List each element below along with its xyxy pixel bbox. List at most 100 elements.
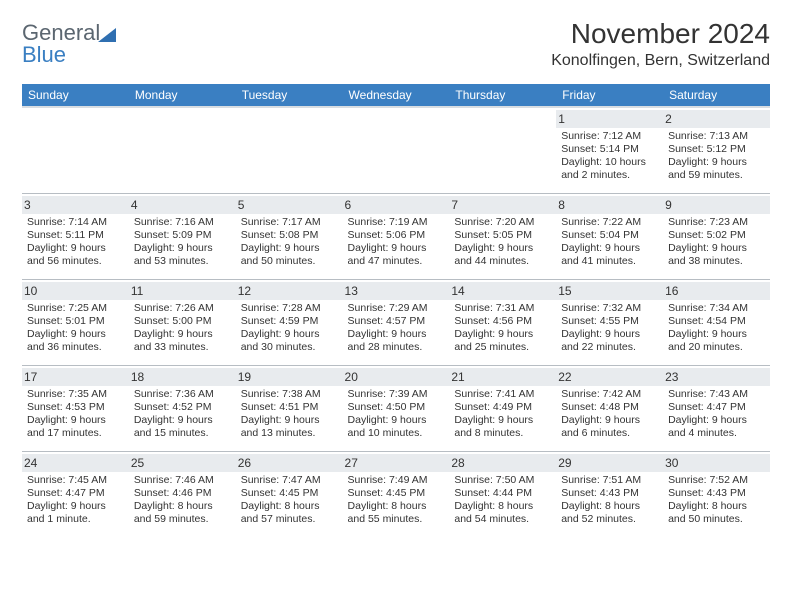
day-number: 18 xyxy=(129,368,236,386)
day-info: Sunrise: 7:12 AMSunset: 5:14 PMDaylight:… xyxy=(561,130,658,183)
day-number: 25 xyxy=(129,454,236,472)
sunset-text: Sunset: 4:47 PM xyxy=(668,401,765,414)
day1-text: Daylight: 9 hours xyxy=(348,242,445,255)
day-info: Sunrise: 7:34 AMSunset: 4:54 PMDaylight:… xyxy=(668,302,765,355)
sunset-text: Sunset: 4:47 PM xyxy=(27,487,124,500)
day-cell: 25Sunrise: 7:46 AMSunset: 4:46 PMDayligh… xyxy=(129,451,236,537)
header: General Blue November 2024 Konolfingen, … xyxy=(22,18,770,70)
day-cell: 13Sunrise: 7:29 AMSunset: 4:57 PMDayligh… xyxy=(343,279,450,365)
day-info: Sunrise: 7:39 AMSunset: 4:50 PMDaylight:… xyxy=(348,388,445,441)
day1-text: Daylight: 8 hours xyxy=(561,500,658,513)
month-title: November 2024 xyxy=(551,18,770,50)
sunset-text: Sunset: 4:59 PM xyxy=(241,315,338,328)
sunrise-text: Sunrise: 7:29 AM xyxy=(348,302,445,315)
day-info: Sunrise: 7:13 AMSunset: 5:12 PMDaylight:… xyxy=(668,130,765,183)
day-number: 17 xyxy=(22,368,129,386)
empty-cell xyxy=(449,107,556,193)
sunrise-text: Sunrise: 7:46 AM xyxy=(134,474,231,487)
day1-text: Daylight: 9 hours xyxy=(134,328,231,341)
day-cell: 29Sunrise: 7:51 AMSunset: 4:43 PMDayligh… xyxy=(556,451,663,537)
day-cell: 19Sunrise: 7:38 AMSunset: 4:51 PMDayligh… xyxy=(236,365,343,451)
day-number: 21 xyxy=(449,368,556,386)
sunrise-text: Sunrise: 7:47 AM xyxy=(241,474,338,487)
sunrise-text: Sunrise: 7:16 AM xyxy=(134,216,231,229)
empty-cell xyxy=(129,107,236,193)
day-cell: 12Sunrise: 7:28 AMSunset: 4:59 PMDayligh… xyxy=(236,279,343,365)
day-number: 24 xyxy=(22,454,129,472)
day-cell: 8Sunrise: 7:22 AMSunset: 5:04 PMDaylight… xyxy=(556,193,663,279)
day-number: 5 xyxy=(236,196,343,214)
day-header-monday: Monday xyxy=(129,84,236,107)
day-info: Sunrise: 7:38 AMSunset: 4:51 PMDaylight:… xyxy=(241,388,338,441)
day-info: Sunrise: 7:23 AMSunset: 5:02 PMDaylight:… xyxy=(668,216,765,269)
day1-text: Daylight: 9 hours xyxy=(668,414,765,427)
day2-text: and 38 minutes. xyxy=(668,255,765,268)
day-cell: 20Sunrise: 7:39 AMSunset: 4:50 PMDayligh… xyxy=(343,365,450,451)
day-number: 8 xyxy=(556,196,663,214)
sunrise-text: Sunrise: 7:22 AM xyxy=(561,216,658,229)
day-cell: 6Sunrise: 7:19 AMSunset: 5:06 PMDaylight… xyxy=(343,193,450,279)
day2-text: and 1 minute. xyxy=(27,513,124,526)
day-number: 29 xyxy=(556,454,663,472)
week-row: 24Sunrise: 7:45 AMSunset: 4:47 PMDayligh… xyxy=(22,451,770,537)
day2-text: and 59 minutes. xyxy=(668,169,765,182)
day-info: Sunrise: 7:42 AMSunset: 4:48 PMDaylight:… xyxy=(561,388,658,441)
day-info: Sunrise: 7:19 AMSunset: 5:06 PMDaylight:… xyxy=(348,216,445,269)
day-cell: 18Sunrise: 7:36 AMSunset: 4:52 PMDayligh… xyxy=(129,365,236,451)
day-cell: 3Sunrise: 7:14 AMSunset: 5:11 PMDaylight… xyxy=(22,193,129,279)
sunset-text: Sunset: 5:00 PM xyxy=(134,315,231,328)
day-info: Sunrise: 7:14 AMSunset: 5:11 PMDaylight:… xyxy=(27,216,124,269)
day-cell: 7Sunrise: 7:20 AMSunset: 5:05 PMDaylight… xyxy=(449,193,556,279)
sunset-text: Sunset: 4:56 PM xyxy=(454,315,551,328)
sunrise-text: Sunrise: 7:50 AM xyxy=(454,474,551,487)
location: Konolfingen, Bern, Switzerland xyxy=(551,52,770,70)
empty-cell xyxy=(343,107,450,193)
day-number: 11 xyxy=(129,282,236,300)
sunrise-text: Sunrise: 7:12 AM xyxy=(561,130,658,143)
sunrise-text: Sunrise: 7:31 AM xyxy=(454,302,551,315)
day1-text: Daylight: 9 hours xyxy=(27,500,124,513)
day1-text: Daylight: 9 hours xyxy=(27,328,124,341)
sunrise-text: Sunrise: 7:42 AM xyxy=(561,388,658,401)
sunrise-text: Sunrise: 7:35 AM xyxy=(27,388,124,401)
day1-text: Daylight: 8 hours xyxy=(134,500,231,513)
day2-text: and 25 minutes. xyxy=(454,341,551,354)
day-cell: 9Sunrise: 7:23 AMSunset: 5:02 PMDaylight… xyxy=(663,193,770,279)
sunset-text: Sunset: 5:04 PM xyxy=(561,229,658,242)
day2-text: and 13 minutes. xyxy=(241,427,338,440)
sunrise-text: Sunrise: 7:43 AM xyxy=(668,388,765,401)
title-block: November 2024 Konolfingen, Bern, Switzer… xyxy=(551,18,770,70)
day-header-saturday: Saturday xyxy=(663,84,770,107)
day-header-row: SundayMondayTuesdayWednesdayThursdayFrid… xyxy=(22,84,770,107)
day1-text: Daylight: 9 hours xyxy=(241,328,338,341)
sunrise-text: Sunrise: 7:23 AM xyxy=(668,216,765,229)
day1-text: Daylight: 9 hours xyxy=(561,328,658,341)
week-row: 1Sunrise: 7:12 AMSunset: 5:14 PMDaylight… xyxy=(22,107,770,193)
day-number: 15 xyxy=(556,282,663,300)
day-info: Sunrise: 7:47 AMSunset: 4:45 PMDaylight:… xyxy=(241,474,338,527)
day-number: 2 xyxy=(663,110,770,128)
day2-text: and 30 minutes. xyxy=(241,341,338,354)
day1-text: Daylight: 9 hours xyxy=(134,242,231,255)
sunset-text: Sunset: 4:45 PM xyxy=(348,487,445,500)
day1-text: Daylight: 9 hours xyxy=(454,242,551,255)
day-number: 22 xyxy=(556,368,663,386)
day1-text: Daylight: 9 hours xyxy=(561,414,658,427)
day1-text: Daylight: 9 hours xyxy=(668,242,765,255)
day-header-wednesday: Wednesday xyxy=(343,84,450,107)
sunrise-text: Sunrise: 7:34 AM xyxy=(668,302,765,315)
day-cell: 27Sunrise: 7:49 AMSunset: 4:45 PMDayligh… xyxy=(343,451,450,537)
calendar-table: SundayMondayTuesdayWednesdayThursdayFrid… xyxy=(22,84,770,537)
sunrise-text: Sunrise: 7:51 AM xyxy=(561,474,658,487)
empty-cell xyxy=(22,107,129,193)
day2-text: and 28 minutes. xyxy=(348,341,445,354)
day-cell: 15Sunrise: 7:32 AMSunset: 4:55 PMDayligh… xyxy=(556,279,663,365)
day-header-sunday: Sunday xyxy=(22,84,129,107)
logo: General Blue xyxy=(22,18,116,66)
day2-text: and 2 minutes. xyxy=(561,169,658,182)
day1-text: Daylight: 9 hours xyxy=(134,414,231,427)
day-info: Sunrise: 7:52 AMSunset: 4:43 PMDaylight:… xyxy=(668,474,765,527)
day-cell: 24 Sunrise: 7:45 AMSunset: 4:47 PMDayligh… xyxy=(22,451,129,537)
day-number: 12 xyxy=(236,282,343,300)
sunrise-text: Sunrise: 7:45 AM xyxy=(27,474,124,487)
